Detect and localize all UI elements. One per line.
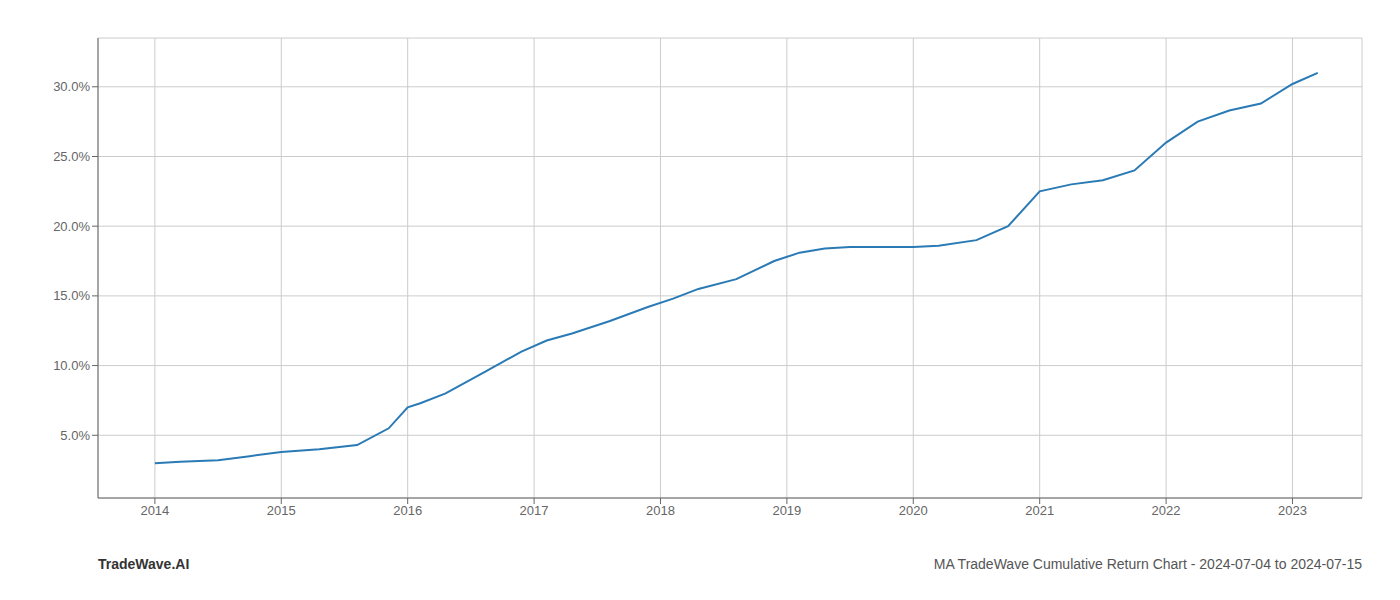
svg-text:20.0%: 20.0% [53, 219, 90, 234]
svg-text:30.0%: 30.0% [53, 79, 90, 94]
svg-text:2019: 2019 [772, 503, 801, 518]
svg-text:15.0%: 15.0% [53, 288, 90, 303]
svg-text:2023: 2023 [1278, 503, 1307, 518]
svg-text:25.0%: 25.0% [53, 149, 90, 164]
svg-text:2014: 2014 [140, 503, 169, 518]
html-text:TradeWave.AI: TradeWave.AI [98, 556, 190, 572]
svg-text:5.0%: 5.0% [60, 428, 90, 443]
svg-text:2021: 2021 [1025, 503, 1054, 518]
svg-text:2016: 2016 [393, 503, 422, 518]
svg-text:2022: 2022 [1152, 503, 1181, 518]
svg-text:2018: 2018 [646, 503, 675, 518]
svg-text:2020: 2020 [899, 503, 928, 518]
svg-text:2015: 2015 [267, 503, 296, 518]
svg-text:2017: 2017 [520, 503, 549, 518]
html-text:MA TradeWave Cumulative Return: MA TradeWave Cumulative Return Chart - 2… [933, 556, 1362, 572]
svg-text:10.0%: 10.0% [53, 358, 90, 373]
